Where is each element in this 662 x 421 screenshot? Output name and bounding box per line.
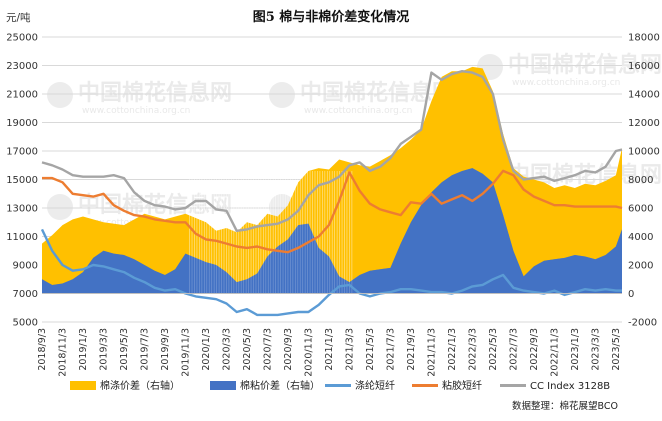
y-left-tick-label: 5000 [13,318,38,329]
legend-label: 棉涤价差（右轴） [100,379,180,392]
y-left-tick-label: 9000 [13,261,38,272]
y-left-axis-label: 元/吨 [6,11,31,24]
y-left-tick-label: 17000 [6,147,38,158]
x-tick-label: 2022/3/3 [467,328,478,371]
x-tick-label: 2022/5/3 [488,328,499,371]
x-tick-label: 2023/1/3 [570,328,581,371]
x-tick-label: 2023/5/3 [611,328,622,371]
watermark-url: www.cottonchina.org.cn [512,78,620,88]
y-right-tick-label: 2000 [628,261,653,272]
x-tick-label: 2023/3/3 [590,328,601,371]
watermark-url: www.cottonchina.org.cn [304,106,412,116]
x-tick-label: 2019/11/3 [180,328,191,377]
y-left-tick-label: 11000 [6,232,38,243]
y-left-tick-label: 13000 [6,204,38,215]
y-right-tick-label: 16000 [628,61,660,72]
x-tick-label: 2022/9/3 [529,328,540,371]
x-tick-label: 2022/7/3 [508,328,519,371]
axes: 5000 7000 9000 11000 13000 15000 17000 19000 210… [6,33,660,377]
x-tick-label: 2019/9/3 [160,328,171,371]
legend-label: CC Index 3128B [530,381,610,392]
y-right-tick-label: 14000 [628,90,660,101]
y-left-tick-label: 25000 [6,33,38,44]
x-tick-label: 2020/5/3 [242,328,253,371]
legend-swatch [70,381,96,390]
watermark-logo-icon [47,194,73,220]
x-tick-label: 2020/9/3 [283,328,294,371]
watermark-text: 中国棉花信息网 [78,80,232,106]
x-tick-label: 2021/3/3 [344,328,355,371]
y-left-tick-label: 23000 [6,61,38,72]
x-tick-label: 2019/7/3 [139,328,150,371]
legend: 棉涤价差（右轴） 棉粘价差（右轴） 涤纶短纤 粘胶短纤 CC Index 3128B [70,379,610,392]
y-right-tick-label: 18000 [628,33,660,44]
y-left-tick-label: 7000 [13,289,38,300]
legend-label: 粘胶短纤 [442,379,482,392]
legend-swatch [210,381,236,390]
x-tick-label: 2019/5/3 [119,328,130,371]
chart-title: 图5 棉与非棉价差变化情况 [253,9,410,25]
line-series-3 [41,70,623,232]
x-tick-label: 2020/1/3 [201,328,212,371]
y-left-tick-label: 19000 [6,118,38,129]
watermark-text: 中国棉花信息网 [300,80,454,106]
x-tick-label: 2021/5/3 [365,328,376,371]
y-right-tick-label: 4000 [628,232,653,243]
y-right-tick-label: 12000 [628,118,660,129]
x-tick-label: 2020/11/3 [303,328,314,377]
x-tick-label: 2020/3/3 [221,328,232,371]
x-tick-label: 2021/7/3 [385,328,396,371]
x-tick-label: 2018/9/3 [37,328,48,371]
legend-label: 棉粘价差（右轴） [240,379,320,392]
x-tick-label: 2022/11/3 [549,328,560,377]
source-note: 数据整理：棉花展望BCO [512,400,618,412]
watermark-logo-icon [269,82,295,108]
x-tick-label: 2018/11/3 [57,328,68,377]
y-right-tick-label: 8000 [628,175,653,186]
watermark-text: 中国棉花信息网 [508,52,662,78]
watermark-url: www.cottonchina.org.cn [82,106,190,116]
y-right-tick-label: 6000 [628,204,653,215]
x-tick-label: 2021/1/3 [324,328,335,371]
x-tick-label: 2021/11/3 [426,328,437,377]
line-series-2 [42,169,623,254]
y-right-tick-label: 0 [628,289,634,300]
x-tick-label: 2019/1/3 [78,328,89,371]
line-series-layer [40,70,623,317]
x-tick-label: 2020/7/3 [262,328,273,371]
x-tick-label: 2019/3/3 [98,328,109,371]
x-tick-label: 2021/9/3 [406,328,417,371]
x-tick-label: 2022/1/3 [447,328,458,371]
y-left-tick-label: 21000 [6,90,38,101]
legend-label: 涤纶短纤 [355,379,395,392]
y-right-tick-label: 10000 [628,147,660,158]
y-left-tick-label: 15000 [6,175,38,186]
watermark-logo-icon [47,82,73,108]
area-series-2-overlay [42,168,622,294]
y-right-tick-label: -2000 [628,318,657,329]
line-series-1 [40,228,622,317]
area-series-layer [42,66,622,294]
